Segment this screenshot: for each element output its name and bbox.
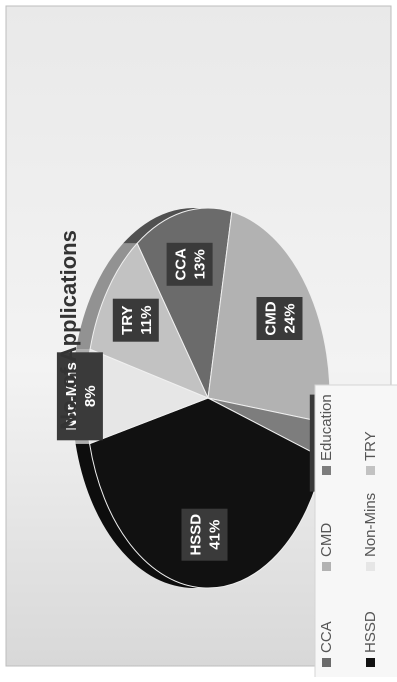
- data-label-try: TRY 11%: [112, 298, 159, 342]
- legend-box: [314, 384, 397, 682]
- data-label-box: [112, 298, 159, 342]
- legend-item-cmd: CMD: [318, 523, 335, 571]
- legend-swatch: [366, 466, 375, 475]
- legend-item-non-mins: Non-Mins: [362, 493, 379, 571]
- legend-label: HSSD: [362, 611, 379, 653]
- legend-swatch: [322, 466, 331, 475]
- legend-swatch: [322, 562, 331, 571]
- legend-item-try: TRY: [362, 431, 379, 475]
- legend-swatch: [366, 562, 375, 571]
- legend-swatch: [322, 658, 331, 667]
- data-label-box: [166, 242, 213, 286]
- data-label-value: 24%: [282, 303, 299, 333]
- data-label-value: 11%: [138, 306, 155, 335]
- legend-item-hssd: HSSD: [362, 611, 379, 667]
- legend-label: Education: [318, 394, 335, 461]
- data-label-category: CCA: [173, 248, 190, 281]
- legend-swatch: [366, 658, 375, 667]
- legend: CCA CMD Education HSSD Non-Mins TRY: [314, 384, 397, 682]
- data-label-value: 13%: [192, 249, 209, 279]
- data-label-box: [181, 508, 228, 561]
- data-label-non-mins: Non-Mins 8%: [56, 352, 103, 441]
- legend-label: TRY: [362, 431, 379, 461]
- data-label-category: CMD: [263, 301, 280, 335]
- data-label-cca: CCA 13%: [166, 242, 213, 286]
- data-label-category: Non-Mins: [63, 362, 80, 430]
- data-label-value: 41%: [207, 520, 224, 550]
- data-label-hssd: HSSD 41%: [181, 508, 228, 561]
- data-label-value: 8%: [82, 385, 99, 407]
- legend-label: CCA: [318, 621, 335, 653]
- data-label-cmd: CMD 24%: [256, 297, 303, 340]
- slice-side-try: [76, 243, 138, 350]
- data-label-category: HSSD: [188, 514, 205, 556]
- legend-item-cca: CCA: [318, 621, 335, 667]
- legend-label: CMD: [318, 523, 335, 557]
- data-label-category: TRY: [119, 305, 136, 334]
- chart-title: No. of Applications: [56, 230, 81, 430]
- legend-item-education: Education: [318, 394, 335, 475]
- data-label-box: [56, 352, 103, 441]
- data-label-box: [256, 297, 303, 340]
- legend-label: Non-Mins: [362, 493, 379, 557]
- slice-hssd: [89, 397, 325, 589]
